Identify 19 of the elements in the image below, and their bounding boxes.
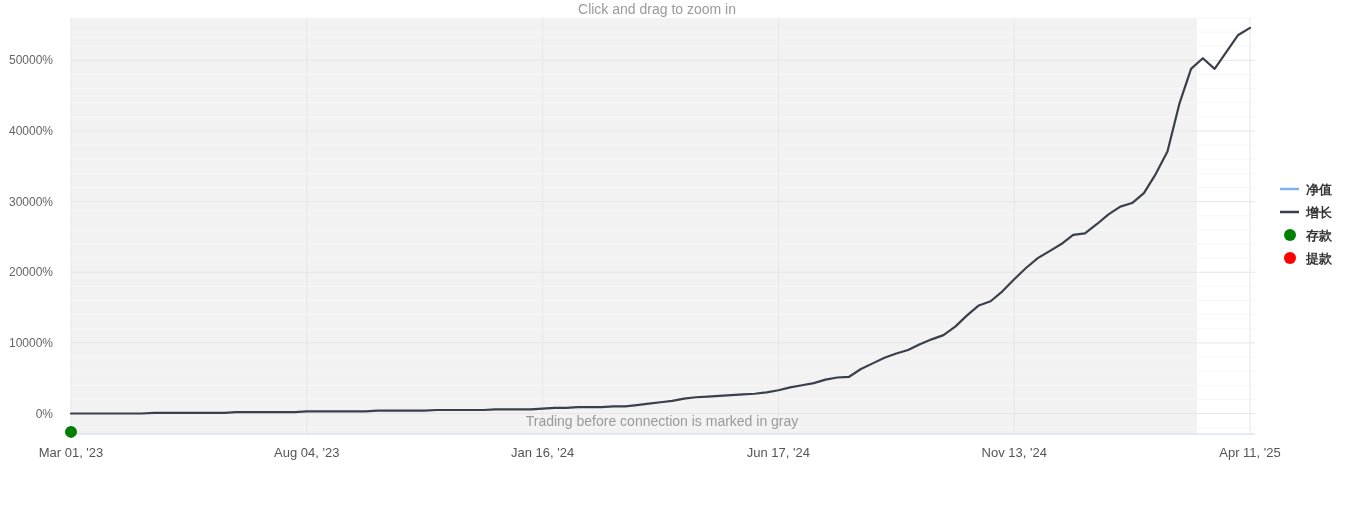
x-tick-label: Aug 04, '23	[274, 445, 340, 460]
x-tick-label: Apr 11, '25	[1219, 445, 1281, 460]
x-tick-label: Nov 13, '24	[981, 445, 1047, 460]
legend-label: 存款	[1305, 228, 1333, 243]
y-tick-label: 30000%	[8, 194, 54, 209]
text: Click and drag to zoom in	[578, 1, 736, 17]
annotation: Trading before connection is marked in gray	[525, 413, 799, 429]
line-series	[69, 26, 1252, 415]
y-tick-label: 0%	[35, 406, 54, 421]
x-tick-label: Mar 01, '23	[38, 445, 104, 460]
y-tick-label: 50000%	[8, 53, 54, 68]
legend-label: 净值	[1306, 182, 1332, 197]
y-tick-label: 10000%	[8, 335, 54, 350]
legend-label: 提款	[1305, 251, 1333, 266]
y-tick-label: 40000%	[8, 124, 54, 139]
y-tick-label: 20000%	[8, 265, 54, 280]
x-tick-label: Jan 16, '24	[511, 445, 575, 460]
x-tick-label: Jun 17, '24	[746, 445, 810, 460]
legend-label: 增长	[1305, 205, 1333, 220]
